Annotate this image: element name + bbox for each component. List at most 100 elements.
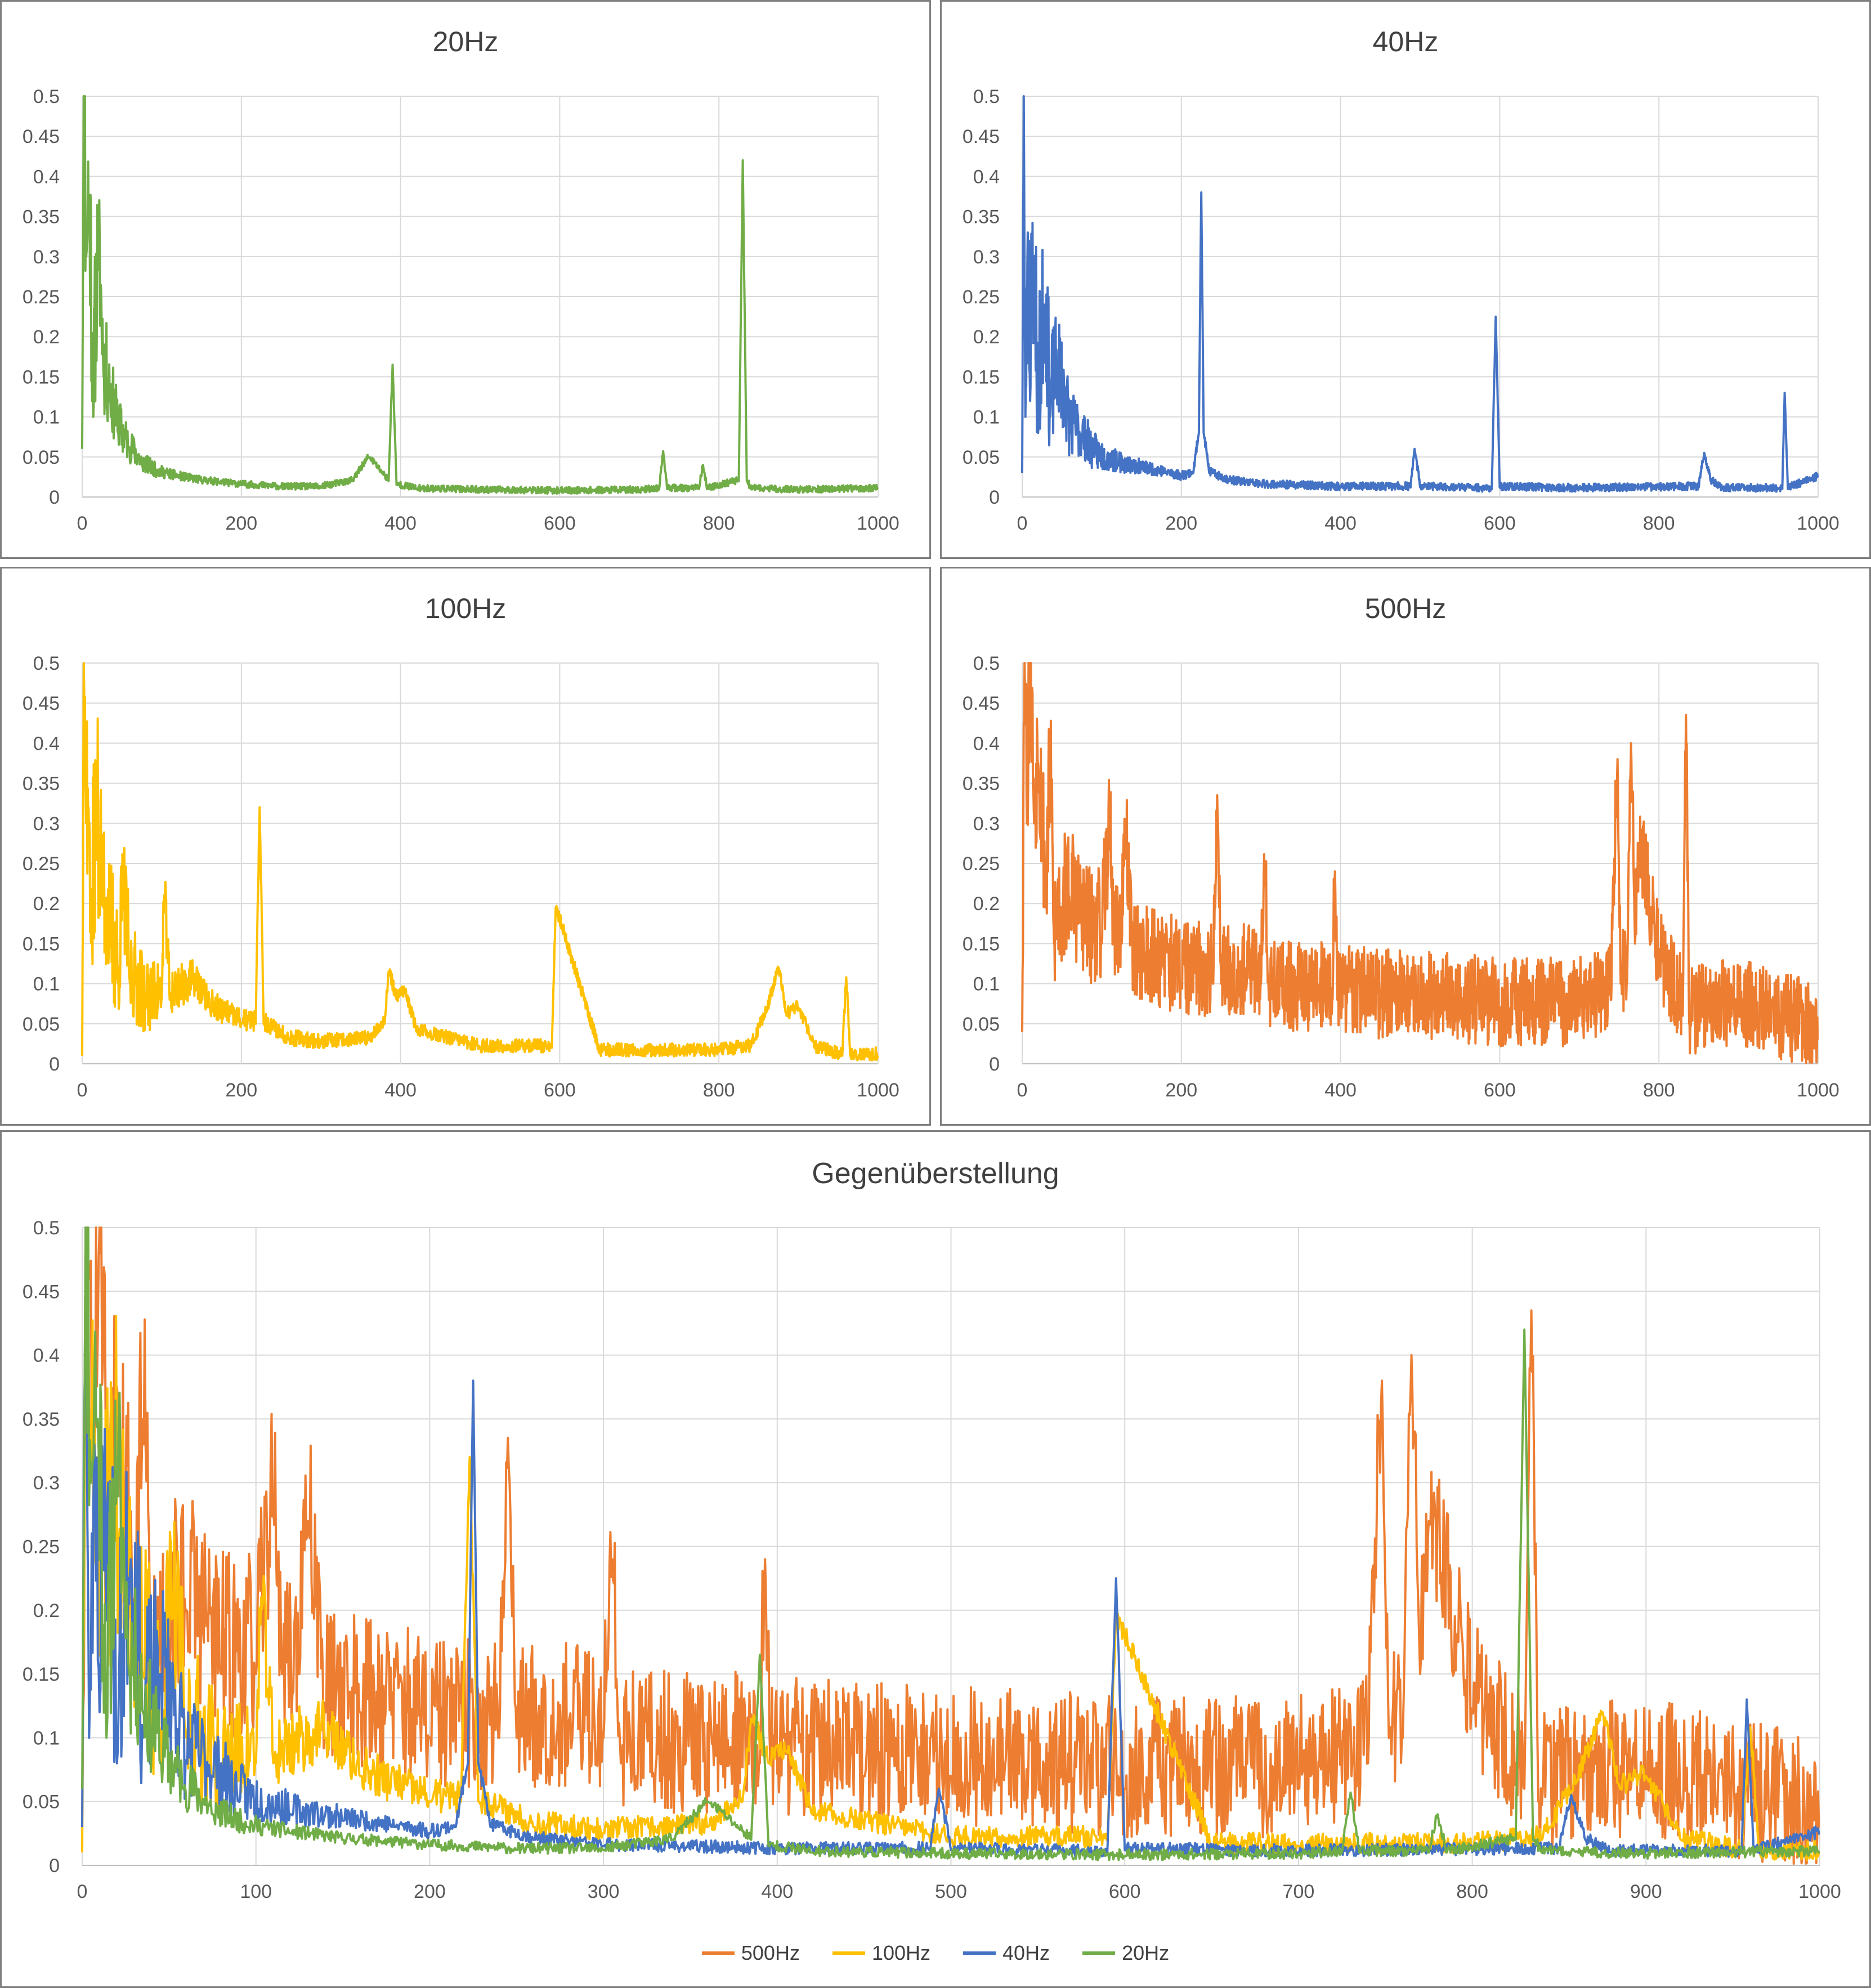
x-tick-label: 800 bbox=[703, 1080, 735, 1101]
y-tick-label: 0.3 bbox=[33, 813, 60, 835]
x-tick-label: 400 bbox=[761, 1881, 793, 1902]
x-tick-label: 1000 bbox=[857, 513, 899, 534]
x-tick-label: 200 bbox=[225, 1080, 257, 1101]
chart-panel-20hz: 20Hz 0 0.05 0.1 0.15 0.2 0.25 0.3 0.35 0.4 0.45 0.… bbox=[0, 0, 931, 559]
x-tick-label: 600 bbox=[544, 1080, 576, 1101]
x-tick-label: 200 bbox=[414, 1881, 446, 1902]
x-tick-label: 800 bbox=[1643, 513, 1675, 534]
y-tick-label: 0.5 bbox=[33, 1217, 60, 1239]
y-tick-label: 0.25 bbox=[963, 853, 1000, 875]
series-line-40hz bbox=[81, 1226, 1820, 1858]
y-tick-label: 0 bbox=[49, 487, 60, 508]
plot-area: 0 0.05 0.1 0.15 0.2 0.25 0.3 0.35 0.4 0.45 0.5 0 100… bbox=[23, 1217, 1841, 1902]
chart-panel-100hz: 100Hz 0 0.05 0.1 0.15 0.2 0.25 0.3 0.35 0.4 0.45 0… bbox=[0, 567, 931, 1126]
chart-title: 100Hz bbox=[424, 593, 507, 624]
x-tick-label: 800 bbox=[703, 513, 735, 534]
legend-label: 40Hz bbox=[1002, 1941, 1050, 1964]
x-tick-label: 200 bbox=[1165, 513, 1197, 534]
y-tick-label: 0 bbox=[49, 1855, 60, 1877]
x-tick-label: 200 bbox=[1165, 1080, 1197, 1101]
chart-title: 40Hz bbox=[1372, 26, 1439, 57]
y-tick-label: 0.35 bbox=[23, 207, 60, 228]
y-tick-label: 0 bbox=[989, 1054, 1000, 1075]
series-line-20hz bbox=[81, 1226, 1820, 1861]
x-tick-label: 1000 bbox=[857, 1080, 899, 1101]
y-tick-label: 0.15 bbox=[963, 366, 1000, 388]
x-tick-label: 600 bbox=[544, 513, 576, 534]
legend-label: 100Hz bbox=[871, 1941, 931, 1964]
y-tick-label: 0.1 bbox=[973, 974, 1000, 995]
y-tick-label: 0.05 bbox=[963, 447, 1000, 468]
y-tick-label: 0.35 bbox=[963, 773, 1000, 795]
x-tick-label: 600 bbox=[1109, 1881, 1141, 1902]
y-tick-label: 0.1 bbox=[973, 407, 1000, 428]
y-tick-label: 0.1 bbox=[33, 974, 60, 995]
y-tick-label: 0.05 bbox=[23, 1792, 60, 1813]
y-tick-label: 0.35 bbox=[23, 1409, 60, 1430]
x-tick-label: 0 bbox=[77, 1881, 88, 1902]
y-tick-label: 0.15 bbox=[963, 933, 1000, 955]
y-tick-label: 0.4 bbox=[33, 733, 60, 754]
legend-swatch bbox=[963, 1951, 996, 1955]
y-tick-label: 0.45 bbox=[963, 126, 1000, 147]
legend-item-100hz: 100Hz bbox=[832, 1941, 930, 1965]
y-tick-label: 0.05 bbox=[963, 1014, 1000, 1035]
y-tick-label: 0.1 bbox=[33, 407, 60, 428]
legend-item-500hz: 500Hz bbox=[701, 1941, 800, 1965]
x-tick-label: 0 bbox=[77, 513, 88, 534]
x-tick-label: 1000 bbox=[1797, 1080, 1839, 1101]
series-line bbox=[1021, 662, 1819, 1064]
chart-panel-40hz: 40Hz 0 0.05 0.1 0.15 0.2 0.25 0.3 0.35 0.4 0.45 0.… bbox=[940, 0, 1871, 559]
plot-area: 0 0.05 0.1 0.15 0.2 0.25 0.3 0.35 0.4 0.45 0.5 0 200… bbox=[963, 653, 1839, 1101]
y-tick-label: 0.5 bbox=[973, 86, 1000, 108]
series-line bbox=[1021, 95, 1819, 493]
y-tick-label: 0.4 bbox=[973, 166, 1000, 187]
y-tick-label: 0.3 bbox=[973, 813, 1000, 835]
series-line-100hz bbox=[81, 1226, 1820, 1861]
x-tick-label: 500 bbox=[935, 1881, 967, 1902]
y-tick-label: 0.45 bbox=[23, 126, 60, 147]
y-tick-label: 0.45 bbox=[23, 1281, 60, 1302]
y-tick-label: 0.3 bbox=[973, 247, 1000, 268]
y-tick-label: 0.05 bbox=[23, 447, 60, 468]
legend-swatch bbox=[832, 1951, 865, 1955]
legend-label: 500Hz bbox=[741, 1941, 800, 1964]
x-tick-label: 300 bbox=[588, 1881, 620, 1902]
y-tick-label: 0.35 bbox=[23, 773, 60, 795]
x-tick-label: 0 bbox=[1017, 1080, 1028, 1101]
y-tick-label: 0.3 bbox=[33, 1472, 60, 1494]
legend: 500Hz 100Hz 40Hz 20Hz bbox=[2, 1941, 1869, 1965]
x-tick-label: 700 bbox=[1283, 1881, 1315, 1902]
y-tick-label: 0.35 bbox=[963, 207, 1000, 228]
y-tick-label: 0 bbox=[49, 1054, 60, 1075]
y-tick-label: 0.5 bbox=[33, 653, 60, 674]
y-tick-label: 0.2 bbox=[973, 893, 1000, 915]
y-tick-label: 0.4 bbox=[33, 166, 60, 187]
y-tick-label: 0.45 bbox=[23, 693, 60, 714]
y-tick-label: 0.4 bbox=[973, 733, 1000, 754]
series-line bbox=[81, 95, 879, 495]
y-tick-label: 0.45 bbox=[963, 693, 1000, 714]
y-tick-label: 0.4 bbox=[33, 1345, 60, 1367]
x-tick-label: 1000 bbox=[1797, 513, 1839, 534]
legend-label: 20Hz bbox=[1122, 1941, 1170, 1964]
y-tick-label: 0.15 bbox=[23, 933, 60, 955]
x-tick-label: 800 bbox=[1456, 1881, 1488, 1902]
series-line bbox=[81, 662, 879, 1062]
y-tick-label: 0.25 bbox=[23, 286, 60, 308]
chart-panel-500hz: 500Hz 0 0.05 0.1 0.15 0.2 0.25 0.3 0.35 0.4 0.45 0… bbox=[940, 567, 1871, 1126]
plot-area: 0 0.05 0.1 0.15 0.2 0.25 0.3 0.35 0.4 0.45 0.5 0 200… bbox=[23, 86, 899, 534]
y-tick-label: 0.2 bbox=[973, 326, 1000, 348]
y-tick-label: 0.3 bbox=[33, 247, 60, 268]
x-tick-label: 400 bbox=[384, 513, 417, 534]
chart-panel-comparison: Gegenüberstellung 0 0.05 0.1 0.15 0.2 0.25 0.3… bbox=[0, 1130, 1871, 1988]
y-tick-label: 0.25 bbox=[963, 286, 1000, 308]
x-tick-label: 100 bbox=[240, 1881, 272, 1902]
y-tick-label: 0 bbox=[989, 487, 1000, 508]
x-tick-label: 400 bbox=[384, 1080, 417, 1101]
x-tick-label: 1000 bbox=[1798, 1881, 1841, 1902]
x-tick-label: 600 bbox=[1484, 513, 1516, 534]
y-tick-label: 0.25 bbox=[23, 1537, 60, 1558]
x-tick-label: 400 bbox=[1324, 1080, 1357, 1101]
x-tick-label: 0 bbox=[77, 1080, 88, 1101]
